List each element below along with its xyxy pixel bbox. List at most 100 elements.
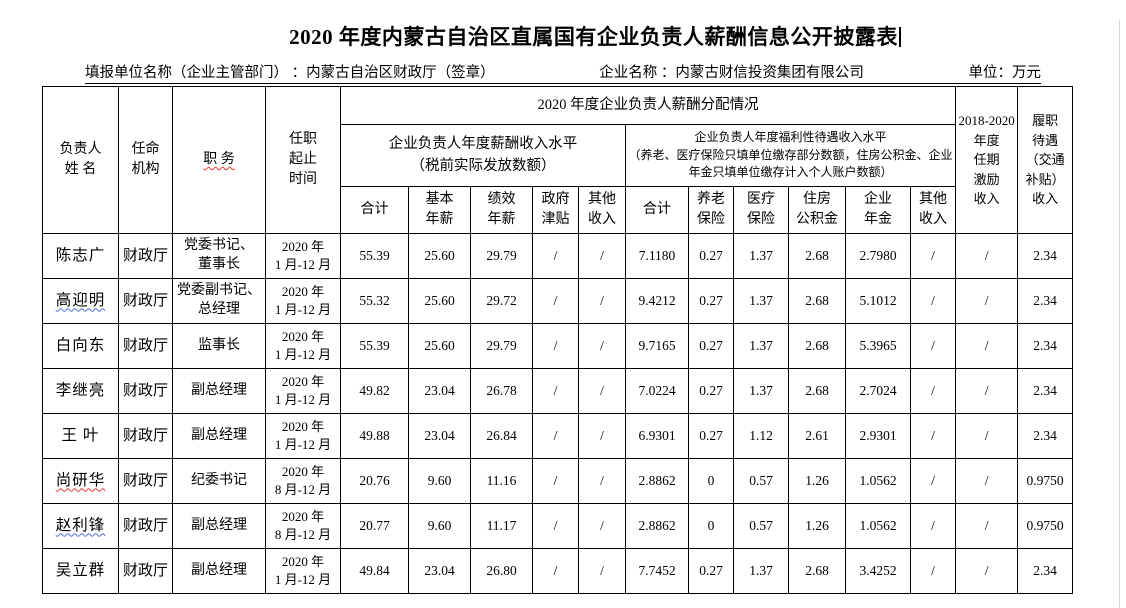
cell-base-salary: 23.04 xyxy=(408,368,471,414)
cell-welfare-other-income: / xyxy=(909,548,957,594)
cell-term-incentive: / xyxy=(955,413,1019,459)
cell-term: 2020 年 1 月-12 月 xyxy=(265,548,341,594)
page-edge-line xyxy=(1119,20,1120,608)
cell-performance-salary: 26.78 xyxy=(470,368,533,414)
cell-welfare-other-income: / xyxy=(909,413,957,459)
cell-housing-fund: 2.68 xyxy=(788,278,846,324)
cell-enterprise-annuity: 2.7024 xyxy=(845,368,911,414)
cell-welfare-total: 9.7165 xyxy=(625,323,689,369)
header-medical-insurance: 医疗 保险 xyxy=(733,186,789,234)
cell-base-salary: 25.60 xyxy=(408,323,471,369)
cell-salary-total: 49.82 xyxy=(340,368,409,414)
cell-position: 纪委书记 xyxy=(172,458,266,504)
cell-term-incentive: / xyxy=(955,233,1019,279)
header-performance-salary: 绩效 年薪 xyxy=(470,186,533,234)
cell-duty-allowance: 2.34 xyxy=(1017,233,1074,279)
cell-performance-salary: 11.17 xyxy=(470,503,533,549)
cell-duty-allowance: 2.34 xyxy=(1017,413,1074,459)
cell-medical-insurance: 1.37 xyxy=(733,278,789,324)
cell-name: 李继亮 xyxy=(42,368,119,414)
cell-enterprise-annuity: 5.1012 xyxy=(845,278,911,324)
cell-medical-insurance: 0.57 xyxy=(733,458,789,504)
cell-other-income: / xyxy=(578,548,626,594)
cell-salary-total: 49.88 xyxy=(340,413,409,459)
cell-name: 陈志广 xyxy=(42,233,119,279)
header-distribution-group: 2020 年度企业负责人薪酬分配情况 xyxy=(339,86,957,125)
cell-name: 高迎明 xyxy=(42,278,119,324)
cell-base-salary: 25.60 xyxy=(408,278,471,324)
cell-housing-fund: 2.68 xyxy=(788,323,846,369)
table-row: 尚研华 财政厅 纪委书记 2020 年 8 月-12 月 20.76 9.60 11.16/… xyxy=(42,458,1074,504)
cell-other-income: / xyxy=(578,458,626,504)
cell-authority: 财政厅 xyxy=(118,503,173,549)
cell-enterprise-annuity: 1.0562 xyxy=(845,458,911,504)
cell-position: 党委副书记、 总经理 xyxy=(172,278,266,324)
cell-pension-insurance: 0.27 xyxy=(688,368,734,414)
cell-salary-total: 49.84 xyxy=(340,548,409,594)
table-row: 李继亮 财政厅 副总经理 2020 年 1 月-12 月 49.82 23.04 26.78… xyxy=(42,368,1074,414)
cell-name: 王 叶 xyxy=(42,413,119,459)
cell-duty-allowance: 0.9750 xyxy=(1017,458,1074,504)
cell-authority: 财政厅 xyxy=(118,413,173,459)
cell-position: 党委书记、 董事长 xyxy=(172,233,266,279)
cell-other-income: / xyxy=(578,233,626,279)
cell-gov-allowance: / xyxy=(532,323,579,369)
cell-other-income: / xyxy=(578,323,626,369)
page-title-text: 2020 年度内蒙古自治区直属国有企业负责人薪酬信息公开披露表 xyxy=(289,25,898,49)
cell-enterprise-annuity: 5.3965 xyxy=(845,323,911,369)
cell-welfare-other-income: / xyxy=(909,278,957,324)
cell-medical-insurance: 1.37 xyxy=(733,548,789,594)
cell-gov-allowance: / xyxy=(532,233,579,279)
cell-gov-allowance: / xyxy=(532,413,579,459)
cell-housing-fund: 2.61 xyxy=(788,413,846,459)
cell-name: 尚研华 xyxy=(42,458,119,504)
cell-other-income: / xyxy=(578,278,626,324)
cell-pension-insurance: 0 xyxy=(688,503,734,549)
cell-term: 2020 年 1 月-12 月 xyxy=(265,233,341,279)
cell-term-incentive: / xyxy=(955,278,1019,324)
unit-label: 单位：万元 xyxy=(968,65,1042,81)
cell-duty-allowance: 2.34 xyxy=(1017,278,1074,324)
cell-salary-total: 20.77 xyxy=(340,503,409,549)
cell-term: 2020 年 8 月-12 月 xyxy=(265,503,341,549)
cell-name: 白向东 xyxy=(42,323,119,369)
cell-gov-allowance: / xyxy=(532,503,579,549)
cell-performance-salary: 29.79 xyxy=(470,233,533,279)
page-title: 2020 年度内蒙古自治区直属国有企业负责人薪酬信息公开披露表 xyxy=(0,20,1126,54)
cell-housing-fund: 1.26 xyxy=(788,503,846,549)
cell-duty-allowance: 2.34 xyxy=(1017,323,1074,369)
cell-performance-salary: 29.72 xyxy=(470,278,533,324)
cell-authority: 财政厅 xyxy=(118,233,173,279)
table-row: 高迎明 财政厅 党委副书记、 总经理 2020 年 1 月-12 月 55.32 25.6… xyxy=(42,278,1074,324)
cell-welfare-total: 7.7452 xyxy=(625,548,689,594)
cell-position: 副总经理 xyxy=(172,548,266,594)
cell-pension-insurance: 0.27 xyxy=(688,413,734,459)
table-row: 白向东 财政厅 监事长 2020 年 1 月-12 月 55.39 25.60 29.79/… xyxy=(42,323,1074,369)
cell-enterprise-annuity: 1.0562 xyxy=(845,503,911,549)
header-position: 职 务 xyxy=(172,86,266,234)
header-salary-group: 企业负责人年度薪酬收入水平 （税前实际发放数额） xyxy=(340,124,626,187)
cell-welfare-total: 7.1180 xyxy=(625,233,689,279)
cell-enterprise-annuity: 2.7980 xyxy=(845,233,911,279)
text-cursor xyxy=(898,27,901,47)
cell-name: 吴立群 xyxy=(42,548,119,594)
header-welfare-group: 企业负责人年度福利性待遇收入水平 （养老、医疗保险只填单位缴存部分数额，住房公积… xyxy=(624,124,957,187)
cell-term-incentive: / xyxy=(955,458,1019,504)
cell-welfare-total: 2.8862 xyxy=(625,458,689,504)
form-header-line: 填报单位名称（企业主管部门） ：内蒙古自治区财政厅（签章） 企业名称 ：内蒙古财… xyxy=(85,60,1041,84)
table-body: 陈志广 财政厅 党委书记、 董事长 2020 年 1 月-12 月 55.39 25.60… xyxy=(42,233,1074,594)
cell-welfare-total: 9.4212 xyxy=(625,278,689,324)
cell-medical-insurance: 1.37 xyxy=(733,368,789,414)
header-other-income: 其他 收入 xyxy=(578,186,626,234)
cell-authority: 财政厅 xyxy=(118,323,173,369)
cell-welfare-other-income: / xyxy=(909,368,957,414)
cell-authority: 财政厅 xyxy=(118,368,173,414)
cell-term: 2020 年 1 月-12 月 xyxy=(265,368,341,414)
cell-welfare-other-income: / xyxy=(909,323,957,369)
header-gov-allowance: 政府 津贴 xyxy=(532,186,579,234)
cell-medical-insurance: 1.12 xyxy=(733,413,789,459)
header-welfare-other-income: 其他 收入 xyxy=(909,186,957,234)
header-duty-allowance: 履职 待遇 （交通 补贴） 收入 xyxy=(1017,86,1074,234)
cell-welfare-total: 6.9301 xyxy=(625,413,689,459)
cell-position: 副总经理 xyxy=(172,413,266,459)
